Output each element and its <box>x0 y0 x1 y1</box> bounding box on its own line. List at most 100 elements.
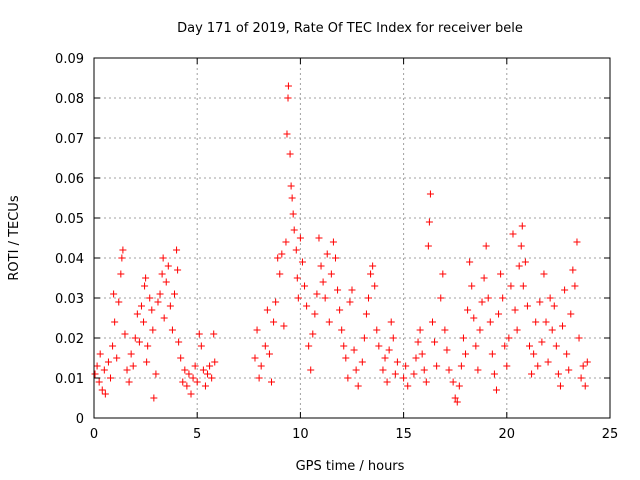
data-point <box>287 182 295 190</box>
data-point <box>474 366 482 374</box>
data-point <box>301 282 309 290</box>
data-point <box>98 386 106 394</box>
data-point <box>193 378 201 386</box>
data-point <box>484 294 492 302</box>
data-point <box>133 310 141 318</box>
data-point <box>443 346 451 354</box>
data-point <box>546 294 554 302</box>
data-point <box>159 254 167 262</box>
data-point <box>579 362 587 370</box>
y-tick-label: 0.08 <box>55 92 84 107</box>
y-tick-label: 0.01 <box>55 372 84 387</box>
data-point <box>168 326 176 334</box>
data-point <box>327 270 335 278</box>
data-point <box>162 278 170 286</box>
y-tick-label: 0.07 <box>55 132 84 147</box>
y-tick-label: 0.06 <box>55 172 84 187</box>
data-point <box>175 338 183 346</box>
data-point <box>95 378 103 386</box>
data-point <box>344 374 352 382</box>
y-tick-label: 0.09 <box>55 52 84 67</box>
data-point <box>109 342 117 350</box>
data-point <box>319 278 327 286</box>
data-point <box>428 318 436 326</box>
data-point <box>459 334 467 342</box>
y-tick-label: 0.04 <box>55 252 84 267</box>
y-tick-label: 0 <box>76 412 84 427</box>
data-point <box>173 246 181 254</box>
data-point <box>497 270 505 278</box>
data-point <box>170 290 178 298</box>
data-point <box>270 318 278 326</box>
data-point <box>393 358 401 366</box>
data-point <box>313 290 321 298</box>
data-point <box>179 378 187 386</box>
data-point <box>181 366 189 374</box>
data-point <box>129 362 137 370</box>
data-point <box>583 358 591 366</box>
data-point <box>410 370 418 378</box>
data-point <box>197 342 205 350</box>
data-point <box>517 242 525 250</box>
data-point <box>371 282 379 290</box>
data-point <box>554 370 562 378</box>
data-point <box>189 374 197 382</box>
data-point <box>298 258 306 266</box>
data-point <box>383 378 391 386</box>
data-point <box>439 270 447 278</box>
data-point <box>278 250 286 258</box>
data-point <box>437 294 445 302</box>
data-point <box>201 382 209 390</box>
data-point <box>426 190 434 198</box>
data-point <box>486 318 494 326</box>
data-point <box>480 274 488 282</box>
data-point <box>338 326 346 334</box>
data-point <box>381 354 389 362</box>
data-point <box>268 378 276 386</box>
data-point <box>127 350 135 358</box>
data-point <box>329 238 337 246</box>
data-point <box>369 262 377 270</box>
y-tick-label: 0.05 <box>55 212 84 227</box>
data-point <box>107 374 115 382</box>
data-point <box>334 286 342 294</box>
data-point <box>515 262 523 270</box>
plot-border <box>93 57 611 419</box>
data-point <box>119 246 127 254</box>
data-point <box>104 358 112 366</box>
data-point <box>530 350 538 358</box>
data-point <box>284 94 292 102</box>
plot-frame <box>93 57 611 419</box>
data-point <box>499 294 507 302</box>
data-point <box>208 374 216 382</box>
data-point <box>441 326 449 334</box>
data-point <box>387 318 395 326</box>
chart-title: Day 171 of 2019, Rate Of TEC Index for r… <box>177 21 523 36</box>
data-point <box>121 330 129 338</box>
data-point <box>261 342 269 350</box>
data-point <box>449 378 457 386</box>
data-point <box>144 342 152 350</box>
data-point <box>191 362 199 370</box>
data-point <box>257 362 265 370</box>
x-tick-label: 0 <box>90 427 98 442</box>
data-point <box>294 294 302 302</box>
data-point <box>391 370 399 378</box>
data-point <box>552 342 560 350</box>
data-point <box>346 298 354 306</box>
data-point <box>412 354 420 362</box>
data-point <box>305 342 313 350</box>
data-point <box>123 366 131 374</box>
data-point <box>91 370 99 378</box>
axis-ticks: 0 5 10 15 20 25 0 0.01 0.02 0.03 0.04 0.05 0.06 0.07 0… <box>55 52 618 442</box>
data-point <box>505 334 513 342</box>
data-point <box>519 282 527 290</box>
data-point <box>174 266 182 274</box>
data-point <box>265 350 273 358</box>
x-tick-label: 25 <box>602 427 619 442</box>
data-point <box>158 270 166 278</box>
data-point <box>362 310 370 318</box>
data-point <box>365 294 373 302</box>
data-point <box>288 194 296 202</box>
